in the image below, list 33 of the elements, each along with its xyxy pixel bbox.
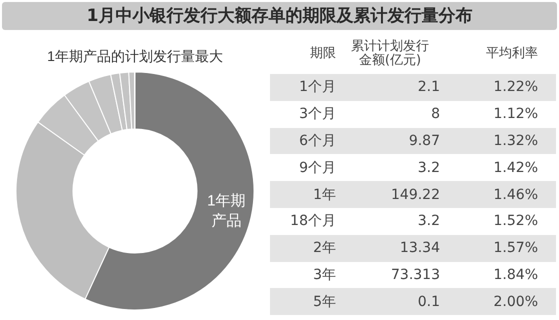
data-label: 9.87 xyxy=(340,128,446,154)
data-label: 73.313 xyxy=(390,266,441,285)
data-label: 1.42% xyxy=(492,158,539,178)
data-label: 3.2 xyxy=(416,212,441,232)
series-label: 累计计划发行金额(亿元) xyxy=(350,39,430,68)
category-label: 5年 xyxy=(270,288,340,316)
data-label: 1.22% xyxy=(446,74,556,101)
series-label: 平均利率 xyxy=(486,46,538,61)
category-label: 18个月 xyxy=(289,212,337,232)
slice-label: 1年期产品 xyxy=(207,192,246,230)
data-label: 0.1 xyxy=(340,288,446,316)
data-label: 2.00% xyxy=(446,288,556,316)
data-label: 2.1 xyxy=(340,74,446,101)
text: 期限 xyxy=(309,45,337,63)
category-label: 2年 xyxy=(270,234,340,262)
category-label: 1个月 xyxy=(270,74,340,101)
data-label: 1.32% xyxy=(446,128,556,154)
data-label: 1.52% xyxy=(492,212,539,232)
data-label: 1.12% xyxy=(492,105,539,124)
data-label: 8 xyxy=(430,105,441,124)
category-label: 6个月 xyxy=(270,128,340,154)
data-label: 3.2 xyxy=(416,158,441,178)
data-label: 1.84% xyxy=(492,266,539,285)
category-label: 1年 xyxy=(270,181,340,208)
data-label: 1.46% xyxy=(446,181,556,208)
data-label: 1.57% xyxy=(446,234,556,262)
data-label: 149.22 xyxy=(340,181,446,208)
chart-subtitle: 1年期产品的计划发行量最大 xyxy=(47,48,223,64)
category-label: 3个月 xyxy=(298,105,337,124)
category-label: 9个月 xyxy=(298,158,337,178)
chart-title: 1月中小银行发行大额存单的期限及累计发行量分布 xyxy=(2,2,557,30)
category-label: 3年 xyxy=(312,266,337,285)
data-label: 13.34 xyxy=(340,234,446,262)
